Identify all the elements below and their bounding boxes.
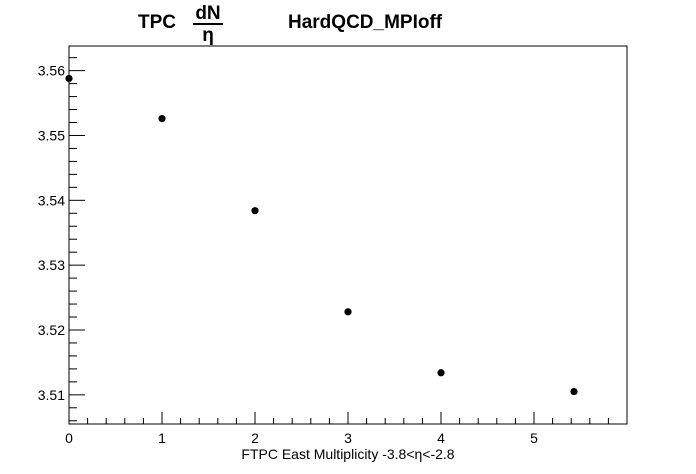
data-point xyxy=(344,308,352,316)
x-tick-label: 2 xyxy=(251,430,259,446)
data-point xyxy=(158,115,166,123)
y-tick-label: 3.52 xyxy=(38,322,65,338)
y-tick-label: 3.54 xyxy=(38,192,65,208)
x-axis-label: FTPC East Multiplicity -3.8<η<-2.8 xyxy=(241,446,454,462)
data-point xyxy=(570,387,578,396)
data-point xyxy=(437,369,445,377)
title-prefix: TPC xyxy=(138,12,176,33)
data-point xyxy=(251,207,259,215)
axes: 0 1 2 3 4 5 3.51 3.52 3.53 3.54 3.55 3.56 xyxy=(38,57,628,446)
title-name: HardQCD_MPIoff xyxy=(288,12,443,33)
data-point xyxy=(65,74,73,83)
x-tick-label: 3 xyxy=(344,430,352,446)
chart-title: TPC dN η HardQCD_MPIoff xyxy=(138,3,443,46)
y-tick-label: 3.55 xyxy=(38,127,65,143)
title-fraction-numerator: dN xyxy=(195,3,220,24)
y-tick-label: 3.51 xyxy=(38,387,65,403)
x-tick-label: 1 xyxy=(158,430,166,446)
x-tick-label: 4 xyxy=(437,430,445,446)
y-tick-label: 3.56 xyxy=(38,63,65,79)
title-fraction-denominator: η xyxy=(202,25,214,46)
data-points xyxy=(65,74,578,396)
plot-frame xyxy=(68,45,628,425)
y-tick-label: 3.53 xyxy=(38,257,65,273)
x-tick-label: 5 xyxy=(530,430,538,446)
x-tick-label: 0 xyxy=(65,430,73,446)
